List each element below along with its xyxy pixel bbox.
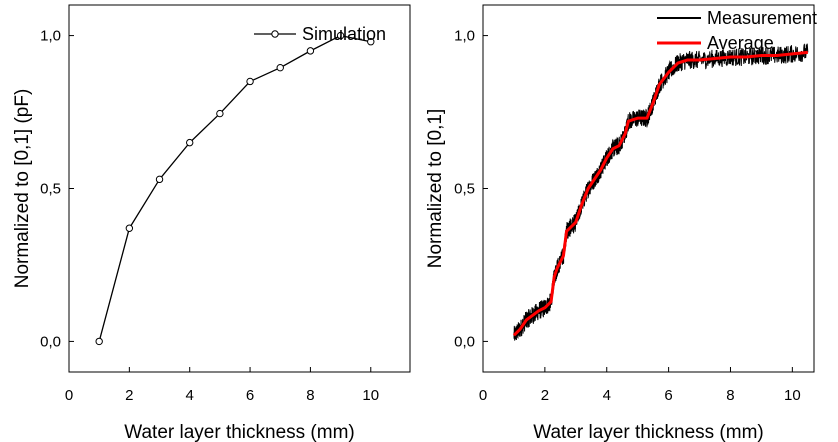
- y-tick-label: 1,0: [454, 28, 475, 45]
- x-tick-label: 2: [125, 387, 133, 404]
- y-axis-title: Normalized to [0,1]: [425, 109, 446, 268]
- series-line-measurement: [513, 43, 809, 341]
- legend-marker-simulation: [271, 30, 279, 38]
- x-tick-label: 6: [664, 387, 672, 404]
- y-tick-label: 0,5: [454, 181, 475, 198]
- chart-measurement: 0 2 4 6 8 10 0,0 0,5 1,0 Water layer thickness …: [425, 4, 817, 442]
- x-tick-label: 8: [306, 387, 314, 404]
- x-tick-label: 0: [479, 387, 487, 404]
- legend-label-measurement: Measurement: [707, 8, 817, 28]
- y-axis-ticks: 0,0 0,5 1,0: [454, 28, 488, 350]
- data-point-simulation: [276, 63, 284, 72]
- y-tick-label: 0,0: [454, 333, 475, 350]
- x-tick-label: 2: [541, 387, 549, 404]
- legend-label-average: Average: [707, 33, 774, 53]
- x-axis-ticks: 0 2 4 6 8 10: [65, 367, 379, 404]
- series-layer: [95, 31, 375, 346]
- chart-simulation: 0 2 4 6 8 10 0,0 0,5 1,0 Water layer thickness …: [12, 4, 411, 442]
- data-point-simulation: [336, 31, 345, 40]
- x-tick-label: 0: [65, 387, 73, 404]
- y-axis-ticks: 0,0 0,5 1,0: [40, 28, 74, 350]
- x-axis-title: Water layer thickness (mm): [533, 422, 764, 442]
- data-point-simulation: [155, 175, 164, 184]
- y-tick-label: 1,0: [40, 28, 61, 45]
- x-axis-ticks: 0 2 4 6 8 10: [479, 367, 801, 404]
- series-layer: [512, 43, 809, 341]
- legend: Measurement Average: [657, 8, 817, 53]
- legend: Simulation: [254, 24, 386, 44]
- data-point-simulation: [367, 38, 375, 46]
- data-point-simulation: [246, 77, 254, 86]
- data-point-simulation: [186, 138, 194, 147]
- plot-frame: [68, 4, 411, 373]
- data-point-simulation: [216, 109, 224, 118]
- data-point-simulation: [95, 337, 103, 346]
- x-tick-label: 10: [784, 387, 801, 404]
- series-line-average: [512, 50, 808, 337]
- x-axis-title: Water layer thickness (mm): [124, 422, 355, 442]
- x-tick-label: 10: [362, 387, 379, 404]
- y-tick-label: 0,0: [40, 333, 61, 350]
- series-line-simulation: [98, 34, 371, 342]
- x-tick-label: 8: [726, 387, 734, 404]
- data-point-simulation: [125, 224, 134, 232]
- data-point-simulation: [306, 47, 315, 55]
- legend-label-simulation: Simulation: [302, 24, 386, 44]
- x-tick-label: 4: [186, 387, 194, 404]
- x-tick-label: 6: [246, 387, 254, 404]
- x-tick-label: 4: [603, 387, 611, 404]
- y-tick-label: 0,5: [40, 181, 61, 198]
- y-axis-title: Normalized to [0,1] (pF): [12, 89, 33, 289]
